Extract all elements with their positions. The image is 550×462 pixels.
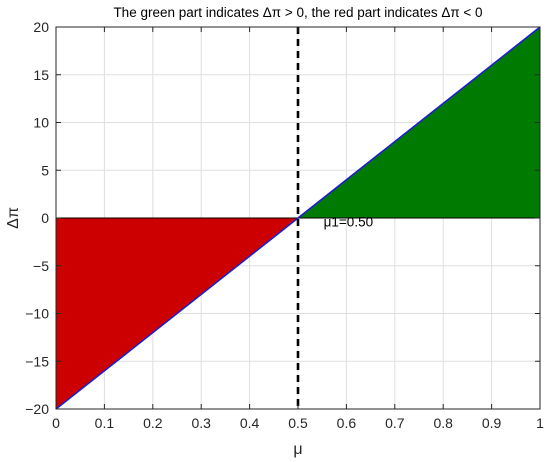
annotations: μ1=0.50 — [324, 214, 373, 229]
ticks: 0 0.1 0.2 0.3 0.4 0.5 0.6 0.7 0.8 0.9 1 −20 −15 −10 −5… — [25, 19, 544, 431]
mu1-annotation: μ1=0.50 — [324, 214, 373, 229]
delta-pi-line — [55, 26, 541, 410]
x-tick-label: 0.8 — [433, 415, 453, 431]
x-axis-label: μ — [293, 441, 302, 458]
x-tick-label: 0.3 — [191, 415, 211, 431]
y-tick-label: 0 — [41, 210, 49, 226]
x-tick-label: 0.9 — [482, 415, 502, 431]
x-tick-label: 0 — [52, 415, 60, 431]
x-tick-label: 1 — [536, 415, 544, 431]
y-tick-label: −20 — [25, 401, 49, 417]
lines — [55, 26, 541, 410]
x-tick-label: 0.5 — [288, 415, 308, 431]
x-tick-label: 0.1 — [95, 415, 115, 431]
x-tick-label: 0.7 — [385, 415, 405, 431]
chart-title: The green part indicates Δπ > 0, the red… — [113, 5, 482, 20]
y-tick-label: 15 — [33, 67, 49, 83]
y-tick-label: 20 — [33, 19, 49, 35]
y-tick-label: −15 — [25, 353, 49, 369]
x-tick-label: 0.4 — [240, 415, 260, 431]
y-tick-label: −5 — [33, 258, 49, 274]
x-tick-label: 0.2 — [143, 415, 163, 431]
y-tick-label: 5 — [41, 162, 49, 178]
x-tick-label: 0.6 — [337, 415, 357, 431]
y-tick-label: −10 — [25, 306, 49, 322]
y-axis-label: Δπ — [5, 207, 22, 229]
y-tick-label: 10 — [33, 115, 49, 131]
